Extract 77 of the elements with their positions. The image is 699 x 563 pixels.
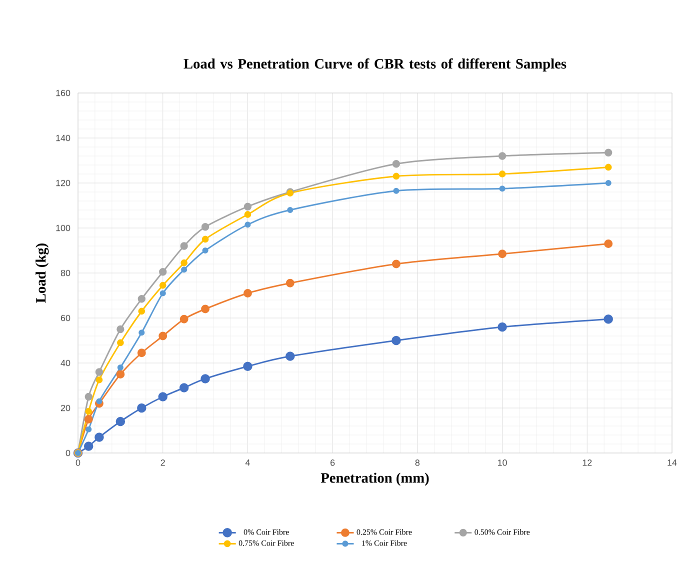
point [604,314,613,324]
y-tick-label: 120 [56,180,70,186]
point [393,188,400,194]
x-axis-title: Penetration (mm) [320,472,429,486]
point [604,164,612,171]
point [116,339,124,346]
point [202,236,209,243]
point [498,152,506,160]
point [392,172,400,180]
y-tick-label: 140 [56,134,70,142]
point [158,332,168,340]
y-tick-label: 100 [56,224,70,232]
point [180,314,188,324]
point [604,148,612,156]
x-tick-label: 12 [582,460,592,466]
y-tick-label: 40 [60,360,70,366]
point [160,290,166,296]
point [244,202,252,210]
x-tick-label: 10 [498,460,507,466]
point [94,432,104,442]
x-tick-label: 2 [160,460,165,466]
point [84,442,94,451]
point [84,415,93,424]
point [244,211,252,218]
point [499,186,506,192]
y-tick-label: 80 [60,270,70,276]
x-tick-label: 4 [245,460,250,466]
point [179,383,189,392]
point [498,170,506,178]
x-tick-label: 6 [330,460,335,466]
point [286,278,294,288]
x-tick-label: 8 [415,460,420,466]
point [137,403,146,413]
point [244,222,251,228]
y-tick-label: 20 [60,404,70,412]
point [95,368,104,376]
point [117,364,124,371]
point [604,240,613,248]
point [286,352,295,361]
point [392,336,401,346]
point [498,322,507,332]
point [158,392,168,402]
point [138,295,146,303]
point [96,398,102,404]
y-tick-label: 0 [66,450,70,456]
point [180,242,188,250]
y-axis-title: Load (kg) [36,244,49,303]
point [138,330,145,336]
point [84,392,92,401]
point [159,282,166,289]
point [201,304,210,314]
point [605,180,612,186]
point [180,259,188,266]
x-tick-label: 0 [76,460,80,466]
y-tick-label: 160 [56,90,70,96]
point [243,289,252,298]
point [85,408,92,415]
point [116,370,125,378]
y-tick-label: 60 [60,314,70,322]
point [243,362,252,372]
point [159,268,167,276]
point [287,206,294,214]
point [116,416,126,426]
point [498,250,507,258]
point [137,348,146,358]
point [181,266,188,273]
point [96,376,103,384]
point [86,426,92,432]
x-tick-label: 14 [668,460,677,466]
point [392,260,400,268]
point [202,247,208,254]
point [201,223,210,231]
point [392,160,400,168]
point [200,374,210,384]
chart-title: Load vs Penetration Curve of CBR tests of different Samples [184,58,566,72]
point [116,325,124,334]
point [138,308,146,315]
